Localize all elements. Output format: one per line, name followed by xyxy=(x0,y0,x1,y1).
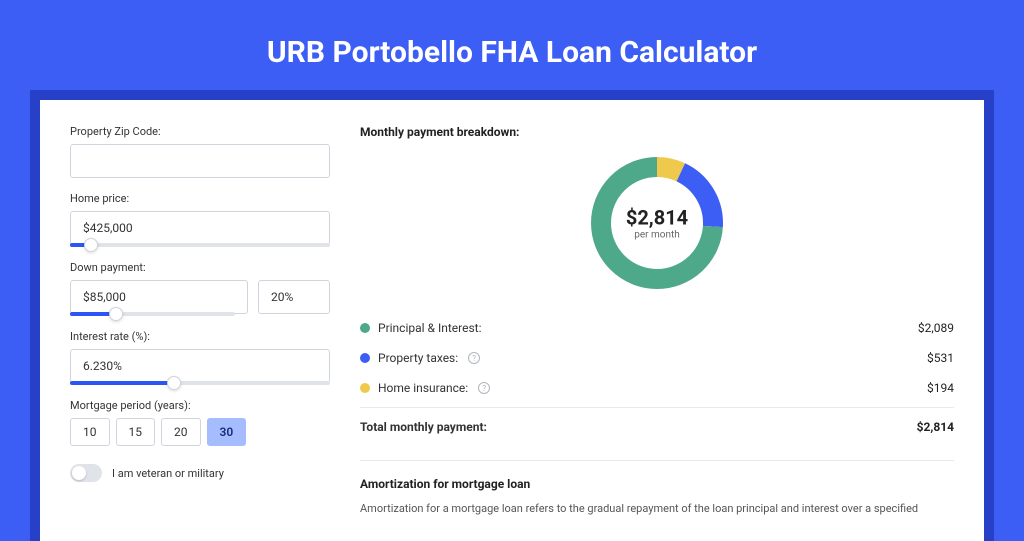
interest-input[interactable] xyxy=(70,349,330,383)
value-insurance: $194 xyxy=(927,381,954,395)
home-price-label: Home price: xyxy=(70,192,330,205)
down-payment-label: Down payment: xyxy=(70,261,330,274)
form-column: Property Zip Code: Home price: Down paym… xyxy=(70,125,330,516)
breakdown-title: Monthly payment breakdown: xyxy=(360,125,954,139)
donut-amount: $2,814 xyxy=(626,206,688,230)
line-insurance: Home insurance: ? $194 xyxy=(360,373,954,403)
interest-slider-fill xyxy=(70,381,174,385)
dot-principal xyxy=(360,323,370,333)
zip-field-group: Property Zip Code: xyxy=(70,125,330,178)
value-taxes: $531 xyxy=(927,351,954,365)
period-label: Mortgage period (years): xyxy=(70,399,330,412)
label-total: Total monthly payment: xyxy=(360,420,487,434)
period-btn-30[interactable]: 30 xyxy=(207,418,247,446)
dot-taxes xyxy=(360,353,370,363)
info-icon-taxes[interactable]: ? xyxy=(468,352,480,364)
value-principal: $2,089 xyxy=(918,321,954,335)
zip-input[interactable] xyxy=(70,144,330,178)
down-payment-group: Down payment: xyxy=(70,261,330,316)
down-payment-slider-thumb[interactable] xyxy=(109,307,123,321)
breakdown-column: Monthly payment breakdown: $2,814 per mo… xyxy=(360,125,954,516)
veteran-toggle-knob xyxy=(72,466,86,480)
down-payment-slider[interactable] xyxy=(70,312,235,316)
donut-center: $2,814 per month xyxy=(626,206,688,241)
interest-slider-thumb[interactable] xyxy=(167,376,181,390)
interest-slider[interactable] xyxy=(70,381,330,385)
card-shadow: Property Zip Code: Home price: Down paym… xyxy=(30,90,994,541)
home-price-slider-thumb[interactable] xyxy=(84,238,98,252)
interest-group: Interest rate (%): xyxy=(70,330,330,385)
period-group: Mortgage period (years): 10 15 20 30 xyxy=(70,399,330,446)
label-taxes: Property taxes: xyxy=(378,351,458,365)
interest-label: Interest rate (%): xyxy=(70,330,330,343)
info-icon-insurance[interactable]: ? xyxy=(478,382,490,394)
down-payment-pct-input[interactable] xyxy=(258,280,330,314)
period-btn-10[interactable]: 10 xyxy=(70,418,110,446)
down-payment-amount-input[interactable] xyxy=(70,280,248,314)
value-total: $2,814 xyxy=(917,420,954,434)
label-principal: Principal & Interest: xyxy=(378,321,482,335)
dot-insurance xyxy=(360,383,370,393)
veteran-label: I am veteran or military xyxy=(112,467,224,480)
veteran-toggle-row: I am veteran or military xyxy=(70,464,330,482)
line-principal: Principal & Interest: $2,089 xyxy=(360,313,954,343)
period-options: 10 15 20 30 xyxy=(70,418,330,446)
home-price-input[interactable] xyxy=(70,211,330,245)
line-taxes: Property taxes: ? $531 xyxy=(360,343,954,373)
label-insurance: Home insurance: xyxy=(378,381,468,395)
donut-wrap: $2,814 per month xyxy=(360,153,954,293)
amort-title: Amortization for mortgage loan xyxy=(360,477,954,491)
home-price-group: Home price: xyxy=(70,192,330,247)
donut-chart: $2,814 per month xyxy=(587,153,727,293)
line-total: Total monthly payment: $2,814 xyxy=(360,407,954,442)
page-title: URB Portobello FHA Loan Calculator xyxy=(0,0,1024,90)
amort-block: Amortization for mortgage loan Amortizat… xyxy=(360,460,954,516)
calculator-card: Property Zip Code: Home price: Down paym… xyxy=(40,100,984,541)
home-price-slider[interactable] xyxy=(70,243,330,247)
period-btn-15[interactable]: 15 xyxy=(116,418,156,446)
veteran-toggle[interactable] xyxy=(70,464,102,482)
amort-text: Amortization for a mortgage loan refers … xyxy=(360,501,954,516)
period-btn-20[interactable]: 20 xyxy=(161,418,201,446)
zip-label: Property Zip Code: xyxy=(70,125,330,138)
donut-sub: per month xyxy=(626,230,688,241)
